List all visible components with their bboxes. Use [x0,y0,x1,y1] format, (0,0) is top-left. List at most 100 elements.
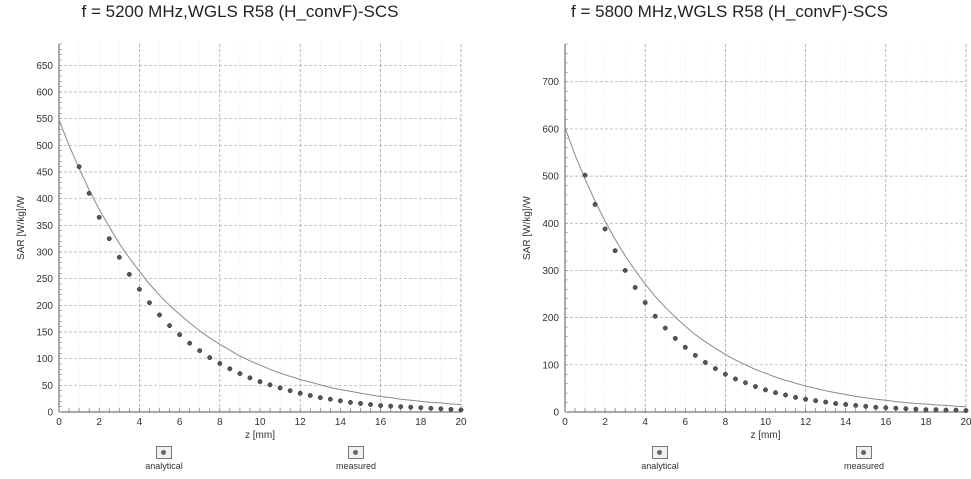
series-measured-point [773,390,778,396]
x-tick-label: 10 [254,417,266,428]
series-measured-point [337,398,343,404]
series-measured-point [702,360,708,365]
series-measured-point [197,348,203,354]
y-tick-label: 100 [542,360,559,371]
legend-item-measured[interactable]: measured [316,446,396,471]
series-measured-point [277,385,283,391]
x-tick-label: 14 [840,417,852,428]
series-measured-point [903,406,909,412]
series-measured-point [307,393,313,398]
series-measured-point [408,404,414,410]
y-tick-label: 400 [36,194,53,205]
series-measured-point [136,286,142,292]
series-measured-point [438,406,444,412]
series-measured-point [783,392,788,398]
series-measured-point [612,248,618,254]
series-measured-point [843,402,849,407]
series-measured-point [398,404,404,410]
series-measured-point [913,406,919,412]
plot-area-5200: 0 2 4 6 8 10 12 14 16 18 2005010015020025030035040… [16,43,467,441]
series-measured-point [287,388,293,394]
series-measured-point [692,352,698,358]
series-measured-point [923,407,929,413]
y-tick-label: 400 [542,219,559,230]
x-tick-label: 12 [800,417,812,428]
legend-item-analytical[interactable]: analytical [620,446,700,471]
series-measured-point [873,404,879,410]
series-measured-point [237,371,243,377]
series-measured-point [682,344,688,350]
series-measured-point [187,340,193,346]
series-measured-point [582,172,588,178]
x-tick-label: 4 [642,417,648,428]
x-tick-label: 0 [562,417,568,428]
x-tick-label: 8 [723,417,729,428]
y-tick-label: 150 [36,328,53,339]
series-measured-point [602,226,608,232]
y-tick-label: 450 [36,168,53,179]
x-tick-label: 4 [137,417,143,428]
chart-title: f = 5800 MHz,WGLS R58 (H_convF)-SCS [571,2,888,21]
legend-marker-icon [652,446,668,459]
series-measured-point [207,355,213,361]
series-measured-point [428,405,434,411]
legend-label: analytical [145,461,183,471]
y-tick-label: 0 [47,408,53,419]
y-tick-label: 300 [542,266,559,277]
series-measured-point [257,379,263,385]
chart-panel-5800: f = 5800 MHz,WGLS R58 (H_convF)-SCS 0 2 4 6… [488,0,971,479]
series-measured-point [458,407,464,413]
series-measured-point [297,390,303,396]
x-tick-label: 2 [602,417,608,428]
series-measured-point [662,325,668,331]
x-tick-label: 12 [295,417,307,428]
y-tick-label: 0 [553,408,559,419]
series-measured-point [823,399,829,405]
y-tick-label: 50 [42,381,54,392]
x-tick-label: 20 [960,417,971,428]
series-measured-point [86,190,92,196]
series-measured-point [622,268,628,273]
series-measured-point [116,254,122,260]
series-measured-point [803,396,809,402]
series-measured-point [732,376,738,382]
series-measured-point [157,312,162,318]
series-measured-point [943,407,949,413]
legend-item-analytical[interactable]: analytical [124,446,204,471]
series-analytical-line [564,127,967,408]
legend: analytical measured [0,446,480,476]
legend-label: measured [335,461,377,471]
series-measured-point [722,371,728,377]
series-measured-point [933,407,939,413]
series-measured-point [448,406,454,412]
series-measured-point [592,201,598,207]
series-measured-point [652,313,658,319]
legend-marker-icon [348,446,364,459]
legend-label: analytical [641,461,679,471]
series-measured-point [833,401,839,406]
y-tick-label: 600 [542,124,559,135]
series-measured-point [217,361,223,366]
series-measured-point [963,408,969,414]
series-analytical-line [58,119,462,405]
x-tick-label: 18 [920,417,932,428]
legend-item-measured[interactable]: measured [824,446,904,471]
series-measured-point [348,399,353,405]
y-tick-label: 200 [542,313,559,324]
series-measured-point [327,396,333,402]
plot-area-5800: 0 2 4 6 8 10 12 14 16 18 200100200300400500600700z… [522,43,971,441]
series-measured-point [743,380,748,386]
series-measured-point [76,164,82,170]
y-tick-label: 200 [36,301,53,312]
legend-marker-icon [856,446,872,459]
series-measured-point [953,407,959,413]
series-measured-point [642,300,648,305]
series-measured-point [177,332,183,338]
series-measured-point [893,405,899,411]
x-tick-label: 0 [56,417,62,428]
y-tick-label: 700 [542,77,559,88]
legend-marker-icon [156,446,172,459]
y-tick-label: 350 [36,221,53,232]
series-measured-point [793,394,799,400]
y-tick-label: 650 [36,61,53,72]
